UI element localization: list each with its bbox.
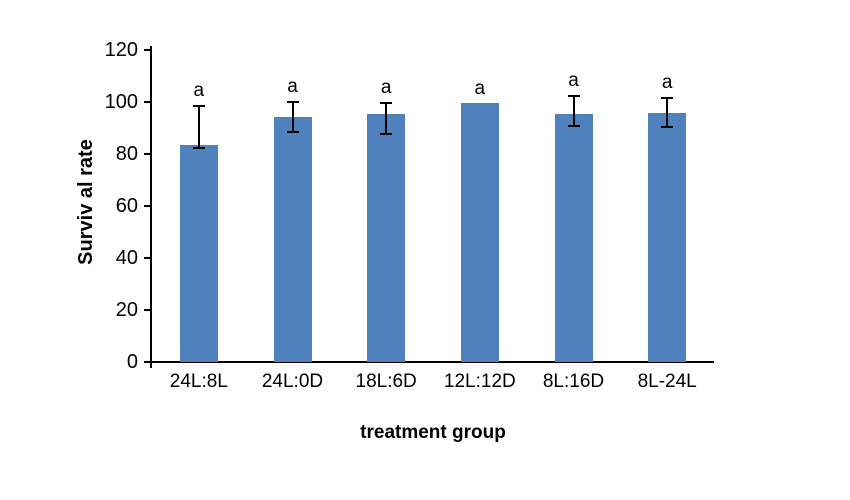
- bar: [554, 113, 593, 362]
- y-tick-label: 20: [115, 299, 138, 321]
- error-bar: [380, 102, 393, 135]
- bar: [460, 102, 499, 362]
- bar-letter-label: a: [380, 77, 392, 98]
- error-bar: [567, 95, 580, 127]
- y-tick-label: 0: [126, 351, 138, 373]
- x-category-label: 24L:0D: [261, 371, 324, 392]
- x-category-label: 12L:12D: [443, 371, 516, 392]
- x-category-label: 18L:6D: [355, 371, 417, 392]
- bar: [367, 114, 406, 362]
- y-tick-label: 80: [115, 143, 138, 165]
- error-bar: [286, 101, 299, 134]
- x-category-label: 8L:16D: [542, 371, 605, 392]
- y-tick-mark: [144, 257, 152, 259]
- y-tick-mark: [144, 49, 152, 51]
- y-axis-line: [150, 46, 152, 368]
- bar-letter-label: a: [568, 70, 579, 92]
- y-tick-mark: [144, 153, 152, 155]
- y-tick-label: 100: [104, 91, 138, 113]
- bar-letter-label: a: [474, 77, 486, 99]
- error-bar: [192, 104, 205, 149]
- y-tick-mark: [144, 101, 152, 103]
- bar: [648, 112, 687, 362]
- y-tick-mark: [144, 309, 152, 311]
- y-tick-mark: [144, 361, 152, 363]
- bar-letter-label: a: [661, 71, 673, 93]
- y-tick-label: 40: [115, 247, 138, 269]
- y-tick-label: 120: [104, 39, 138, 61]
- x-axis-line: [150, 361, 714, 363]
- y-tick-label: 60: [115, 195, 138, 217]
- bar-letter-label: a: [287, 76, 298, 98]
- bar: [273, 117, 312, 362]
- bar-letter-label: a: [193, 79, 205, 101]
- x-category-label: 24L:8L: [169, 371, 228, 392]
- x-axis-title: treatment group: [360, 422, 506, 443]
- y-tick-mark: [144, 205, 152, 207]
- x-category-label: 8L-24L: [637, 371, 697, 392]
- bar: [179, 145, 218, 362]
- error-bar: [661, 96, 674, 128]
